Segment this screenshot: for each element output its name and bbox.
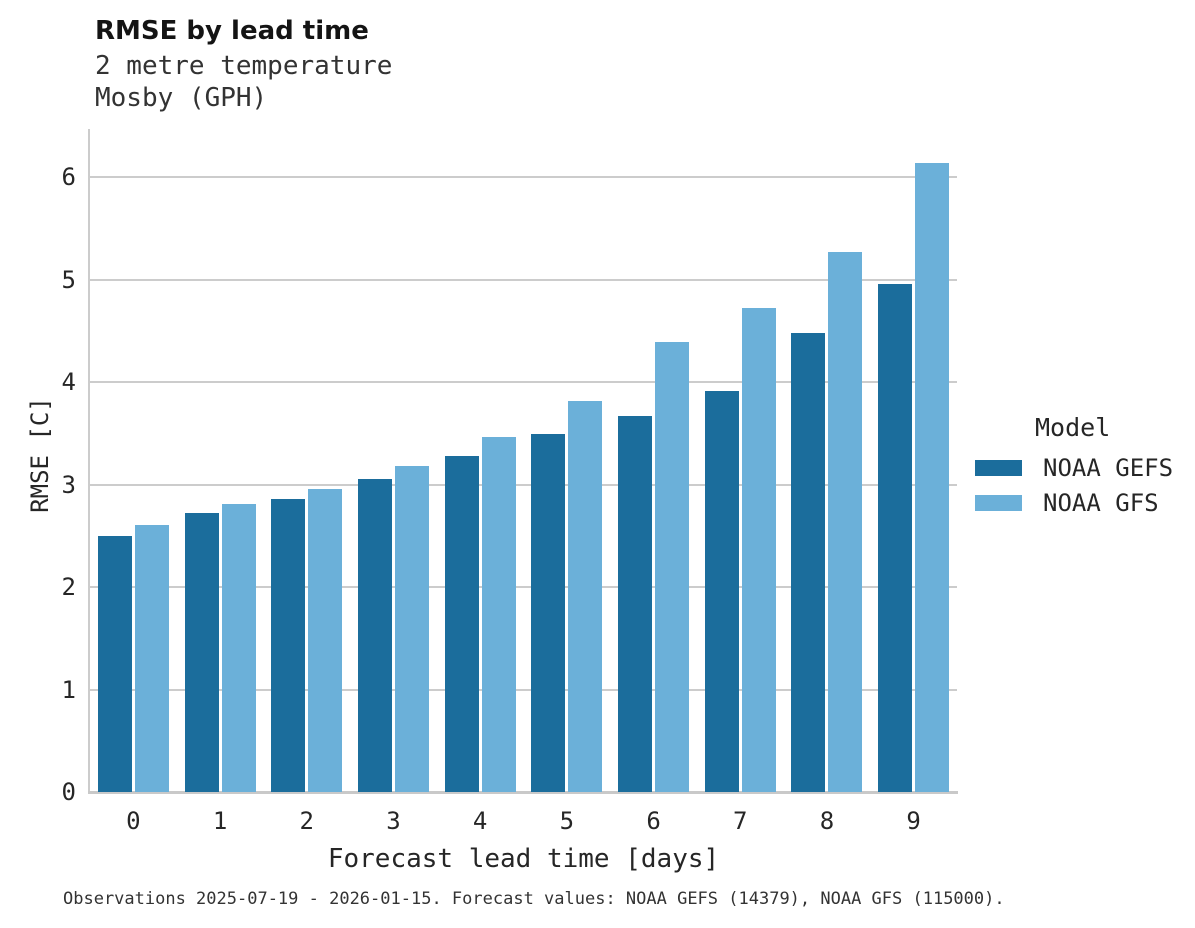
x-tick-label-7: 7 bbox=[733, 807, 748, 835]
y-tick-label-1: 1 bbox=[61, 675, 76, 704]
x-tick-label-8: 8 bbox=[819, 807, 835, 835]
x-tick-label-6: 6 bbox=[646, 807, 661, 835]
legend-row-noaa-gfs: NOAA GFS bbox=[975, 485, 1173, 520]
x-tick-label-4: 4 bbox=[472, 807, 488, 835]
x-tick-label-5: 5 bbox=[559, 807, 575, 835]
y-tick-label-6: 6 bbox=[61, 163, 76, 192]
gridline-y-2 bbox=[90, 586, 957, 589]
bar-noaa-gefs-lead-3 bbox=[357, 479, 392, 792]
bar-noaa-gfs-lead-5 bbox=[568, 400, 603, 792]
plot-area bbox=[90, 130, 957, 792]
chart-subtitle-line1: 2 metre temperature bbox=[95, 51, 393, 81]
gridline-y-4 bbox=[90, 381, 957, 384]
bar-noaa-gefs-lead-9 bbox=[878, 283, 913, 792]
legend-title: Model bbox=[1035, 413, 1111, 442]
x-tick-label-9: 9 bbox=[906, 807, 921, 835]
x-tick-label-0: 0 bbox=[126, 807, 141, 835]
legend-swatch-noaa-gfs bbox=[975, 494, 1022, 511]
bar-noaa-gfs-lead-0 bbox=[134, 524, 169, 792]
bar-noaa-gfs-lead-8 bbox=[828, 251, 863, 792]
bar-noaa-gefs-lead-5 bbox=[531, 434, 566, 792]
bar-noaa-gefs-lead-7 bbox=[704, 391, 739, 792]
chart-title: RMSE by lead time bbox=[95, 16, 369, 46]
bar-noaa-gefs-lead-8 bbox=[791, 332, 826, 792]
bar-noaa-gfs-lead-9 bbox=[915, 162, 950, 792]
x-tick-label-2: 2 bbox=[299, 807, 314, 835]
bar-noaa-gfs-lead-1 bbox=[221, 504, 256, 792]
gridline-y-3 bbox=[90, 483, 957, 486]
y-tick-label-5: 5 bbox=[61, 265, 76, 294]
x-axis-line bbox=[88, 791, 958, 794]
x-tick-label-3: 3 bbox=[386, 807, 401, 835]
y-tick-label-4: 4 bbox=[61, 368, 76, 397]
legend-label-noaa-gefs: NOAA GEFS bbox=[1043, 453, 1174, 482]
y-tick-label-3: 3 bbox=[61, 470, 76, 499]
chart-subtitle-line2: Mosby (GPH) bbox=[95, 83, 268, 113]
legend: Model NOAA GEFS NOAA GFS bbox=[975, 412, 1173, 520]
bar-noaa-gfs-lead-7 bbox=[741, 308, 776, 792]
gridline-y-5 bbox=[90, 278, 957, 281]
x-axis-title: Forecast lead time [days] bbox=[327, 844, 720, 874]
bar-noaa-gefs-lead-1 bbox=[184, 513, 219, 792]
bar-noaa-gfs-lead-3 bbox=[394, 466, 429, 792]
caption: Observations 2025-07-19 - 2026-01-15. Fo… bbox=[63, 889, 1005, 909]
legend-swatch-noaa-gefs bbox=[975, 459, 1022, 476]
y-axis-title: RMSE [C] bbox=[26, 397, 54, 513]
legend-row-noaa-gefs: NOAA GEFS bbox=[975, 450, 1173, 485]
gridline-y-6 bbox=[90, 176, 957, 179]
bar-noaa-gfs-lead-2 bbox=[308, 488, 343, 792]
bar-noaa-gfs-lead-4 bbox=[481, 437, 516, 792]
bar-noaa-gefs-lead-0 bbox=[97, 535, 132, 792]
gridline-y-1 bbox=[90, 688, 957, 691]
bar-noaa-gefs-lead-6 bbox=[618, 415, 653, 792]
x-tick-label-1: 1 bbox=[212, 807, 228, 835]
legend-label-noaa-gfs: NOAA GFS bbox=[1043, 488, 1159, 517]
bar-noaa-gfs-lead-6 bbox=[655, 342, 690, 792]
y-axis-line bbox=[88, 129, 90, 794]
bar-noaa-gefs-lead-2 bbox=[271, 498, 306, 792]
y-tick-label-0: 0 bbox=[61, 778, 76, 806]
y-tick-label-2: 2 bbox=[61, 573, 76, 602]
bar-noaa-gefs-lead-4 bbox=[444, 455, 479, 792]
